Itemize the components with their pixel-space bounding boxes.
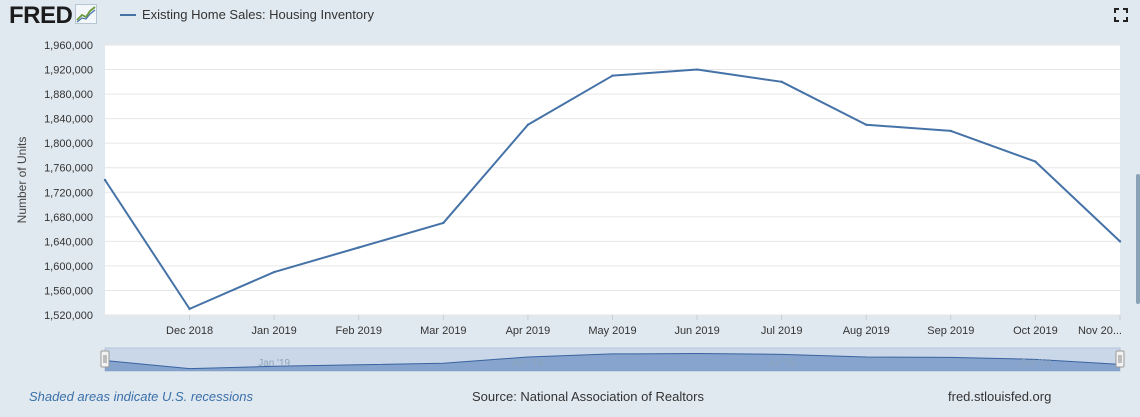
chart-header: FRED Existing Home Sales: Housing Invent… xyxy=(0,0,1140,34)
x-axis-ticks: Dec 2018 Jan 2019 Feb 2019 Mar 2019 Apr 2019… xyxy=(166,315,1122,337)
y-tick-label: 1,880,000 xyxy=(44,89,93,101)
y-tick-label: 1,640,000 xyxy=(44,236,93,248)
data-point[interactable] xyxy=(103,178,107,182)
y-tick-label: 1,920,000 xyxy=(44,65,93,77)
plot-area xyxy=(105,45,1120,315)
data-point[interactable] xyxy=(695,68,699,71)
data-point[interactable] xyxy=(1118,240,1122,243)
chart-legend[interactable]: Existing Home Sales: Housing Inventory xyxy=(120,7,374,22)
series-group xyxy=(103,68,1122,311)
y-tick-label: 1,720,000 xyxy=(44,187,93,199)
x-tick-label: Jul 2019 xyxy=(761,325,803,337)
x-tick-label: Jan 2019 xyxy=(252,325,297,337)
y-tick-label: 1,680,000 xyxy=(44,212,93,224)
navigator-line xyxy=(104,353,1121,370)
y-tick-label: 1,560,000 xyxy=(44,285,93,297)
navigator-label: Oct '19 xyxy=(1020,358,1052,369)
data-point[interactable] xyxy=(949,129,953,133)
range-navigator[interactable]: Jan '19 Apr '19 Jul '19 Oct '19 xyxy=(100,347,1125,372)
page-scrollbar[interactable] xyxy=(1136,174,1140,304)
fred-logo[interactable]: FRED xyxy=(9,2,98,29)
x-tick-label: Jun 2019 xyxy=(674,325,719,337)
y-tick-label: 1,600,000 xyxy=(44,261,93,273)
trend-chart-icon xyxy=(75,3,98,29)
gridlines xyxy=(105,44,1120,316)
data-point[interactable] xyxy=(526,123,530,126)
navigator-label: Jul '19 xyxy=(767,358,796,369)
y-tick-label: 1,800,000 xyxy=(44,138,93,150)
data-point[interactable] xyxy=(1034,160,1037,163)
data-point[interactable] xyxy=(272,270,276,274)
navigator-label: Apr '19 xyxy=(512,358,544,369)
data-point[interactable] xyxy=(442,221,445,225)
recession-note-link[interactable]: Shaded areas indicate U.S. recessions xyxy=(29,389,254,404)
navigator-area xyxy=(105,353,1120,371)
navigator-left-handle[interactable] xyxy=(100,350,110,368)
legend-series-label: Existing Home Sales: Housing Inventory xyxy=(142,7,374,22)
data-point[interactable] xyxy=(611,74,614,77)
data-point[interactable] xyxy=(780,80,783,84)
fred-site-link[interactable]: fred.stlouisfed.org xyxy=(948,389,1052,404)
x-tick-label: Oct 2019 xyxy=(1013,325,1058,337)
fred-logo-text: FRED xyxy=(9,2,73,29)
x-tick-label: Dec 2018 xyxy=(166,325,213,337)
x-tick-label: May 2019 xyxy=(588,325,636,337)
navigator-right-handle[interactable] xyxy=(1115,350,1125,368)
data-point[interactable] xyxy=(188,307,191,311)
y-tick-label: 1,760,000 xyxy=(44,163,93,175)
x-tick-label: Aug 2019 xyxy=(843,325,890,337)
x-tick-label: Nov 20... xyxy=(1078,325,1122,337)
line-chart: 1,520,000 1,560,000 1,600,000 1,640,000 1,68… xyxy=(15,40,1125,372)
x-tick-label: Apr 2019 xyxy=(506,325,551,337)
x-tick-label: Mar 2019 xyxy=(420,325,466,337)
x-tick-label: Sep 2019 xyxy=(927,325,974,337)
source-text: Source: National Association of Realtors xyxy=(472,389,704,404)
y-tick-label: 1,960,000 xyxy=(44,40,93,52)
y-tick-label: 1,840,000 xyxy=(44,114,93,126)
x-tick-label: Feb 2019 xyxy=(336,325,382,337)
data-point[interactable] xyxy=(865,123,868,126)
y-axis-label: Number of Units xyxy=(15,137,29,224)
navigator-label: Jan '19 xyxy=(258,358,290,369)
y-axis-ticks: 1,520,000 1,560,000 1,600,000 1,640,000 1,68… xyxy=(44,40,93,322)
legend-series-swatch xyxy=(120,13,136,16)
fullscreen-icon[interactable] xyxy=(1114,8,1128,22)
y-tick-label: 1,520,000 xyxy=(44,310,93,322)
data-point[interactable] xyxy=(357,246,360,249)
